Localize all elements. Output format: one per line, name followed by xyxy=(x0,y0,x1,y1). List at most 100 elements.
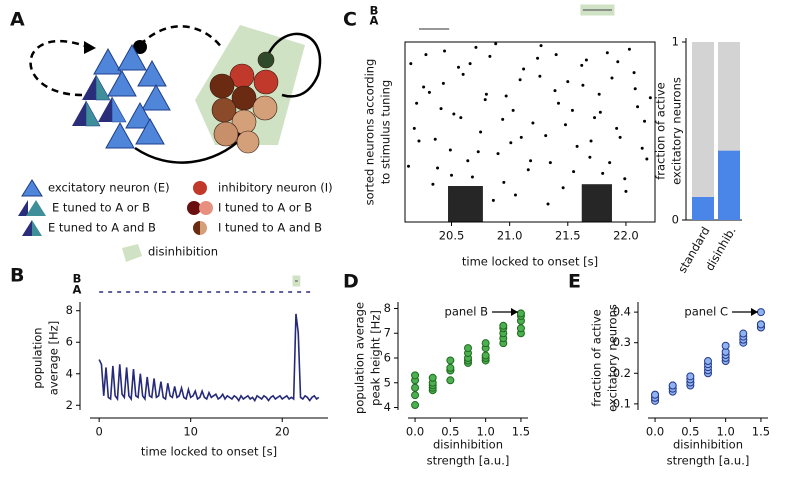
annotation-arrow-head xyxy=(751,308,758,316)
spike xyxy=(608,161,612,165)
legend-icon xyxy=(200,221,207,235)
spike xyxy=(466,159,470,163)
disinhibitory-neuron xyxy=(257,51,275,69)
legend-icon xyxy=(199,201,213,215)
spike xyxy=(544,134,548,138)
spike xyxy=(422,85,426,89)
spike xyxy=(623,177,627,181)
spike xyxy=(522,67,526,71)
spike xyxy=(427,90,431,94)
point xyxy=(428,373,437,382)
spike xyxy=(526,168,530,172)
spike xyxy=(581,83,585,87)
legend-text: E tuned to A or B xyxy=(52,201,150,215)
spike xyxy=(598,110,602,114)
spike xyxy=(531,121,535,125)
x-axis-label: disinhibition xyxy=(673,438,743,452)
x-axis-label: disinhibition xyxy=(433,438,503,452)
point xyxy=(668,381,677,390)
spike xyxy=(491,198,495,202)
spike xyxy=(439,107,443,111)
spike xyxy=(415,101,419,105)
spike xyxy=(589,139,593,143)
legend-icon xyxy=(193,221,200,235)
spike xyxy=(417,139,421,143)
spike xyxy=(483,98,487,102)
y-tick-label: 8 xyxy=(384,301,391,315)
neuron xyxy=(82,75,96,100)
spike xyxy=(461,72,465,76)
point xyxy=(756,308,765,317)
y-axis-label: excitatory neurons xyxy=(606,304,620,412)
legend-text: I tuned to A and B xyxy=(218,221,322,235)
spike xyxy=(548,161,552,165)
spike-burst xyxy=(448,186,483,222)
spike xyxy=(488,54,492,58)
spike xyxy=(441,81,445,85)
feedforward-arrow xyxy=(134,136,244,164)
spike xyxy=(561,186,565,190)
x-tick-label: 22.0 xyxy=(613,229,639,243)
point xyxy=(411,371,420,380)
neuron xyxy=(95,73,111,101)
x-tick-label: 0.5 xyxy=(441,425,459,439)
x-tick-label: 10 xyxy=(183,425,198,439)
y-tick-label: 6 xyxy=(384,351,391,365)
spike xyxy=(519,135,523,139)
inhibition-end xyxy=(133,40,147,54)
y-tick-label: 0.4 xyxy=(613,305,631,319)
annotation: panel C xyxy=(684,305,728,319)
point xyxy=(704,357,712,366)
spike xyxy=(470,175,474,179)
spike xyxy=(580,63,584,67)
spike xyxy=(632,71,636,75)
x-tick-label: 1.0 xyxy=(476,425,494,439)
neuron xyxy=(105,121,135,149)
spike xyxy=(476,150,480,154)
spike xyxy=(424,53,428,57)
legend-icon xyxy=(193,181,207,195)
x-tick-label: 21.0 xyxy=(497,229,523,243)
neuron xyxy=(85,99,101,127)
excitatory-population xyxy=(72,43,171,149)
x-tick-label: 1.5 xyxy=(752,425,770,439)
x-tick-label: 20.5 xyxy=(439,229,465,243)
y-tick-label: 0.1 xyxy=(613,396,631,410)
legend-icon xyxy=(22,220,32,236)
spike xyxy=(575,144,579,148)
inhibitory-population xyxy=(209,51,279,154)
recurrent-arrow xyxy=(29,39,89,97)
y-axis-label: population xyxy=(31,327,45,388)
spike xyxy=(553,89,557,93)
point xyxy=(481,339,490,348)
stimulus-label: B xyxy=(73,272,82,286)
spike xyxy=(593,116,597,120)
spike xyxy=(605,51,609,55)
neuron xyxy=(253,69,279,95)
spike xyxy=(556,101,560,105)
legend-icon xyxy=(26,200,46,216)
y-tick-label: 8 xyxy=(66,303,73,317)
spike xyxy=(633,87,637,91)
panel-letter: D xyxy=(343,271,359,293)
spike xyxy=(433,137,437,141)
neuron xyxy=(72,101,86,126)
stimulus-label: A xyxy=(370,14,379,28)
y-tick-label: 6 xyxy=(66,335,73,349)
stimulus-label: B xyxy=(370,4,379,18)
y-axis-label: sorted neurons according xyxy=(363,59,377,206)
legend-text: excitatory neuron (E) xyxy=(48,181,170,195)
spike xyxy=(513,193,517,197)
x-tick-label: 0.5 xyxy=(681,425,699,439)
y-tick-label: 7 xyxy=(384,326,391,340)
spike xyxy=(452,112,456,116)
spike xyxy=(648,96,652,100)
panel-letter: E xyxy=(568,271,581,293)
point xyxy=(411,383,420,392)
annotation-arrow-head xyxy=(511,308,518,316)
spike xyxy=(601,171,605,175)
spike xyxy=(504,94,508,98)
bar-segment xyxy=(718,150,740,220)
spike xyxy=(536,56,540,60)
